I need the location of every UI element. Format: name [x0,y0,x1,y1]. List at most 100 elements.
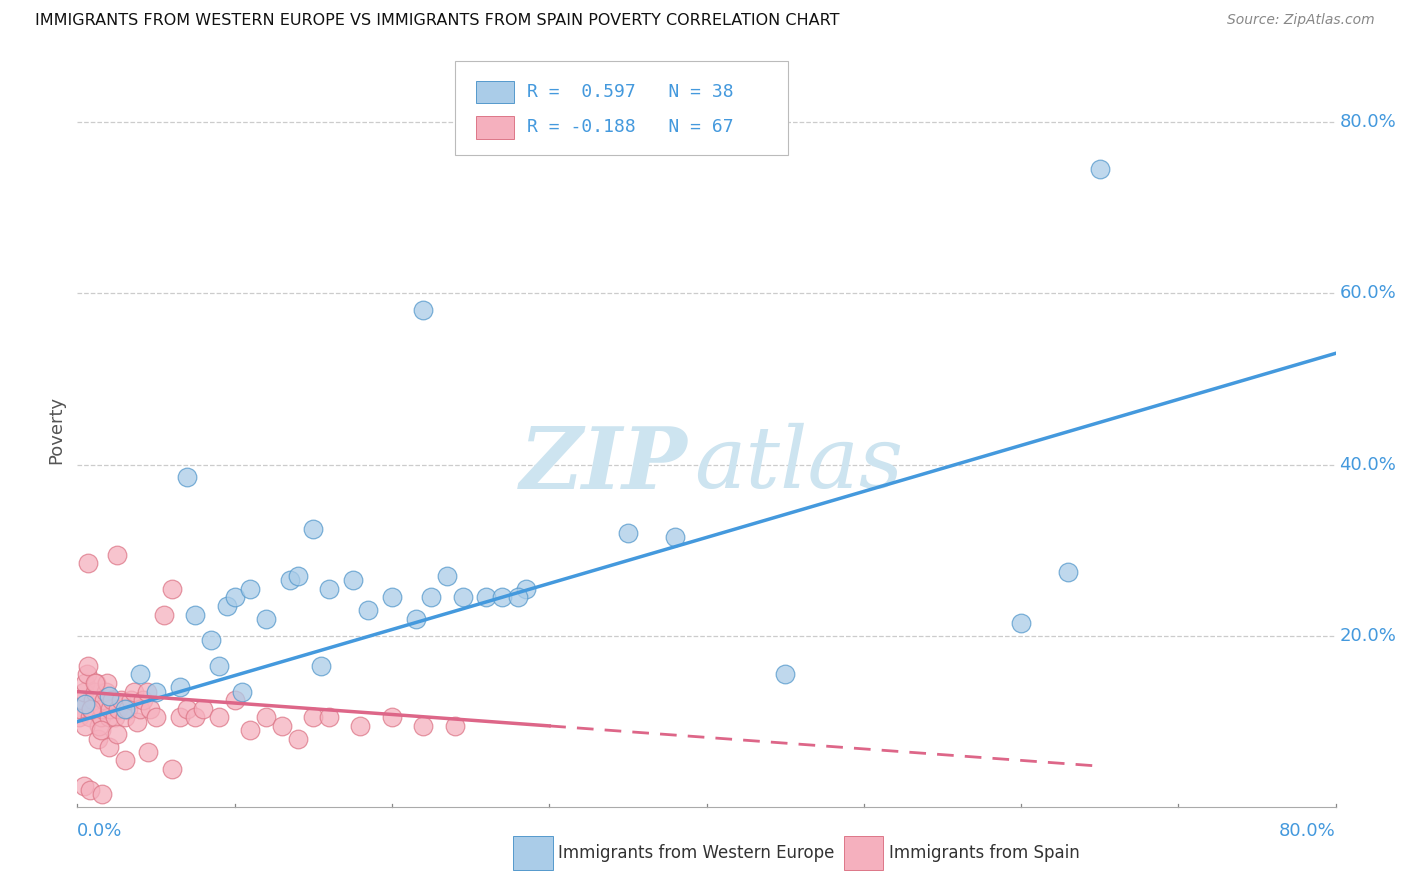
Point [80,702,103,716]
Point [160,762,183,776]
Point [287,569,309,583]
Point [515,582,537,596]
Point [77,556,100,570]
Point [176,470,198,484]
Point [75,676,97,690]
Point [114,702,136,716]
Point [91,702,114,716]
Point [135,684,157,698]
Point [169,710,191,724]
Point [132,693,155,707]
Point [184,607,207,622]
Point [127,714,149,729]
Point [254,612,277,626]
Point [89,719,111,733]
Point [491,591,513,605]
Point [617,526,640,541]
Point [90,710,112,724]
Point [208,659,231,673]
Point [184,710,207,724]
Point [208,710,231,724]
Point [287,731,309,746]
Point [129,702,152,716]
Text: IMMIGRANTS FROM WESTERN EUROPE VS IMMIGRANTS FROM SPAIN POVERTY CORRELATION CHAR: IMMIGRANTS FROM WESTERN EUROPE VS IMMIGR… [35,13,839,29]
Point [254,710,277,724]
Point [191,702,215,716]
Point [381,710,404,724]
Text: Immigrants from Western Europe: Immigrants from Western Europe [558,844,835,862]
Point [224,591,246,605]
Text: 80.0%: 80.0% [1340,113,1396,131]
Y-axis label: Poverty: Poverty [48,396,66,465]
Point [342,574,364,588]
Point [107,702,129,716]
Point [169,681,191,695]
Text: Immigrants from Spain: Immigrants from Spain [889,844,1080,862]
Point [76,667,98,681]
Point [101,693,124,707]
Text: ZIP: ZIP [520,423,688,506]
Point [145,710,167,724]
Point [110,693,132,707]
Point [1057,565,1080,579]
Point [98,702,121,716]
Point [69,702,91,716]
Point [120,693,142,707]
Point [1088,162,1111,177]
Point [105,548,128,562]
Point [83,684,105,698]
Point [117,702,139,716]
Point [381,591,404,605]
Point [104,710,127,724]
Point [475,591,498,605]
Text: 0.0%: 0.0% [77,822,122,840]
Text: 80.0%: 80.0% [1279,822,1336,840]
Point [278,574,301,588]
FancyBboxPatch shape [477,116,515,138]
Text: 20.0%: 20.0% [1340,627,1396,645]
Point [96,676,118,690]
Point [318,710,340,724]
Point [129,667,152,681]
Point [97,710,120,724]
Point [90,723,112,738]
Point [1010,616,1032,631]
Point [176,702,198,716]
Point [231,684,253,698]
Point [97,689,120,703]
Point [160,582,183,596]
Point [436,569,458,583]
Point [309,659,332,673]
Point [136,745,159,759]
Point [444,719,467,733]
Text: 40.0%: 40.0% [1340,456,1396,474]
Point [239,582,262,596]
Point [153,607,176,622]
Point [773,667,796,681]
Point [224,693,246,707]
Point [506,591,529,605]
Point [145,684,167,698]
Point [664,531,686,545]
Point [270,719,292,733]
Point [67,710,90,724]
Point [93,693,115,707]
Point [451,591,474,605]
Text: Source: ZipAtlas.com: Source: ZipAtlas.com [1227,13,1375,28]
FancyBboxPatch shape [456,61,789,155]
Point [72,779,94,793]
Point [357,603,380,617]
Point [79,710,101,724]
Point [79,783,101,797]
Point [75,698,97,712]
Text: atlas: atlas [695,423,903,506]
Point [94,684,117,698]
Point [302,710,325,724]
Point [420,591,443,605]
Point [412,719,434,733]
Point [75,719,97,733]
Point [87,731,110,746]
Point [82,693,104,707]
Point [77,659,100,673]
Point [215,599,238,613]
